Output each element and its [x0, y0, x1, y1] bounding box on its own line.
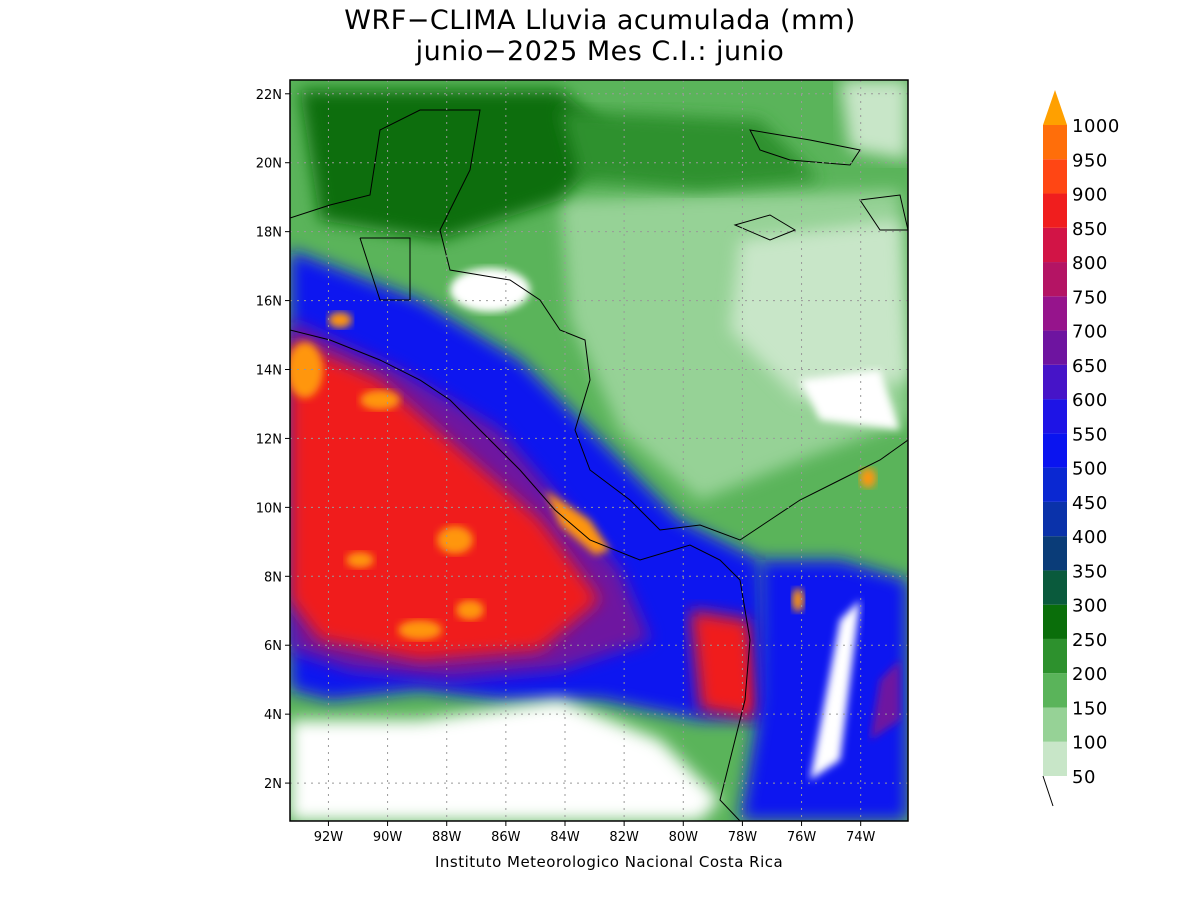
legend-top-arrow — [1043, 90, 1067, 125]
legend-label: 1000 — [1072, 116, 1120, 137]
legend-color-box — [1043, 467, 1067, 502]
legend-color-box — [1043, 570, 1067, 605]
legend-color-box — [1043, 364, 1067, 400]
lon-tick-label: 88W — [432, 830, 462, 845]
lon-tick-label: 90W — [373, 830, 403, 845]
lon-tick-label: 74W — [846, 830, 876, 845]
legend-color-box — [1043, 227, 1067, 263]
legend-label: 200 — [1072, 664, 1108, 685]
lat-tick-label: 14N — [256, 364, 282, 379]
legend-color-box — [1043, 433, 1067, 468]
lat-tick-label: 2N — [264, 777, 282, 792]
lat-tick-label: 6N — [264, 639, 282, 654]
legend-color-box — [1043, 741, 1067, 776]
legend-bottom-wedge — [1042, 775, 1054, 807]
graticule — [290, 80, 908, 821]
legend-label: 100 — [1072, 733, 1108, 754]
lat-tick-label: 20N — [256, 157, 282, 172]
legend-label: 950 — [1072, 150, 1108, 171]
legend-label: 650 — [1072, 356, 1108, 377]
lat-tick-label: 8N — [264, 570, 282, 585]
map-frame — [289, 79, 909, 822]
legend-color-box — [1043, 262, 1067, 297]
rainfall-field — [290, 80, 908, 821]
legend-label: 850 — [1072, 219, 1108, 240]
legend-color-box — [1043, 330, 1067, 365]
legend-color-box — [1043, 193, 1067, 228]
legend-color-box — [1043, 125, 1067, 160]
legend-label: 500 — [1072, 459, 1108, 480]
map-title-line2: junio−2025 Mes C.I.: junio — [415, 36, 785, 67]
legend-label: 700 — [1072, 322, 1108, 343]
map-title-line1: WRF−CLIMA Lluvia acumulada (mm) — [344, 5, 856, 36]
latitude-ticks: 22N 20N 18N 16N 14N 12N 10N 8N 6N 4N 2N — [256, 88, 290, 792]
lat-tick-label: 12N — [256, 432, 282, 447]
lon-tick-label: 86W — [491, 830, 521, 845]
lon-tick-label: 80W — [669, 830, 699, 845]
legend-label: 350 — [1072, 561, 1108, 582]
legend-label: 900 — [1072, 185, 1108, 206]
legend-label: 600 — [1072, 390, 1108, 411]
legend-color-box — [1043, 673, 1067, 708]
legend-color-box — [1043, 707, 1067, 742]
legend-color-box — [1043, 604, 1067, 639]
lat-tick-label: 22N — [256, 88, 282, 103]
map-footer: Instituto Meteorologico Nacional Costa R… — [435, 853, 784, 871]
lon-tick-label: 92W — [314, 830, 344, 845]
lon-tick-label: 82W — [609, 830, 639, 845]
legend-color-box — [1043, 159, 1067, 194]
legend-color-box — [1043, 638, 1067, 674]
legend-label: 450 — [1072, 493, 1108, 514]
longitude-ticks: 92W 90W 88W 86W 84W 82W 80W 78W 76W 74W — [314, 821, 876, 845]
lat-tick-label: 18N — [256, 226, 282, 241]
legend-label: 50 — [1072, 767, 1096, 788]
lat-tick-label: 10N — [256, 501, 282, 516]
lon-tick-label: 84W — [550, 830, 580, 845]
lat-tick-label: 4N — [264, 708, 282, 723]
legend-color-box — [1043, 296, 1067, 331]
legend-label: 150 — [1072, 698, 1108, 719]
legend-color-box — [1043, 536, 1067, 571]
lon-tick-label: 76W — [787, 830, 817, 845]
legend-color-box — [1043, 501, 1067, 537]
legend-label: 800 — [1072, 253, 1108, 274]
lat-tick-label: 16N — [256, 295, 282, 310]
legend-label: 400 — [1072, 527, 1108, 548]
legend-label: 550 — [1072, 424, 1108, 445]
legend-label: 750 — [1072, 287, 1108, 308]
legend-color-box — [1043, 399, 1067, 434]
lon-tick-label: 78W — [728, 830, 758, 845]
legend-label: 300 — [1072, 596, 1108, 617]
legend-label: 250 — [1072, 630, 1108, 651]
